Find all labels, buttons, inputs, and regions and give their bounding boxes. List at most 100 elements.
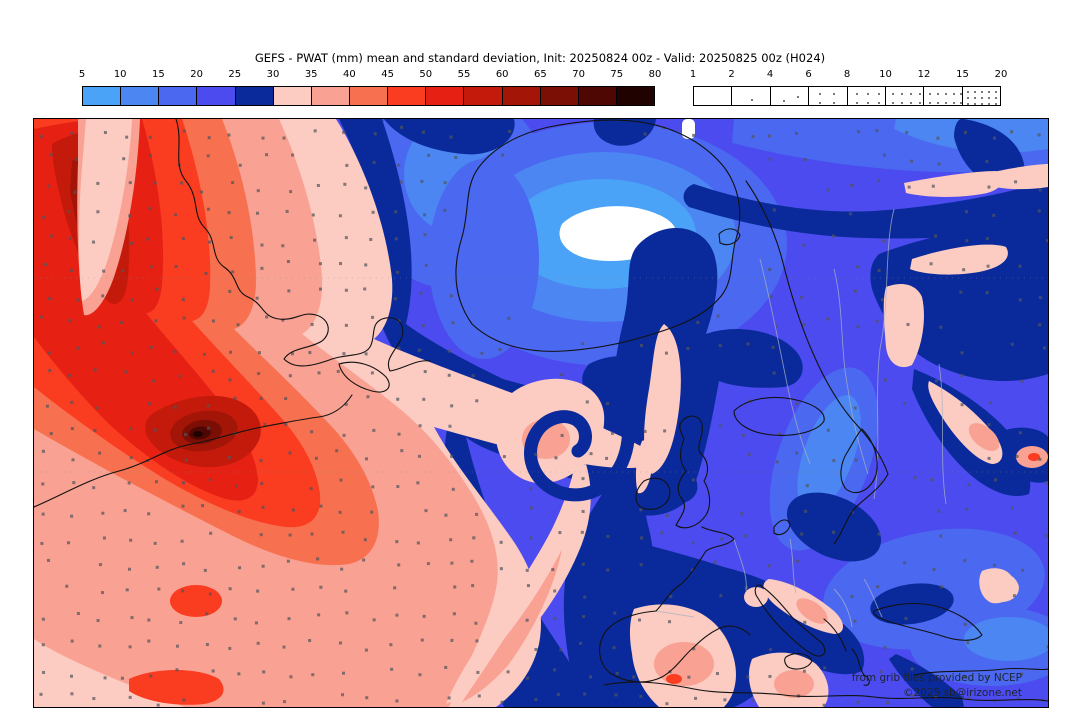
stipple-dots — [39, 125, 1048, 707]
coast-balkan — [823, 618, 870, 686]
colorbar-tick: 35 — [304, 69, 318, 80]
coast-africa — [603, 681, 1048, 702]
colorbar-cell — [464, 87, 503, 105]
pink-faroe-streak — [644, 324, 681, 474]
stipple-tick: 12 — [917, 69, 931, 80]
spiral-navy-curl — [524, 364, 635, 502]
colorbar-cell — [578, 87, 617, 105]
coast-denmark — [773, 519, 791, 536]
coast-nova-scotia — [338, 361, 390, 393]
colorbar-tick: 65 — [534, 69, 547, 80]
colorbar-cell — [121, 87, 160, 105]
pink-urals-1 — [910, 244, 1008, 275]
colorbar-tick: 70 — [572, 69, 585, 80]
attribution-line1: from grib files provided by NCEP — [851, 672, 1022, 684]
map-area: from grib files provided by NCEP ©2025 s… — [33, 118, 1049, 708]
coast-black-sea — [872, 603, 983, 641]
stipple-tick: 10 — [879, 69, 892, 80]
stipple-cell — [809, 87, 848, 105]
spiral-tail — [446, 464, 591, 704]
colorbar-tick: 10 — [113, 69, 127, 80]
attribution: from grib files provided by NCEP ©2025 s… — [852, 671, 1022, 701]
coastlines — [34, 119, 1048, 702]
coast-svalbard — [718, 228, 741, 246]
stipple-cell — [732, 87, 771, 105]
coast-labrador — [175, 119, 431, 372]
coast-iceland — [733, 396, 825, 436]
colorbar-tick: 60 — [495, 69, 509, 80]
coast-great-britain — [675, 415, 711, 529]
pink-kola-1 — [904, 171, 1003, 197]
red-region — [34, 119, 654, 707]
stipple-tick: 4 — [766, 69, 774, 80]
coast-turkey — [913, 667, 1048, 676]
stipple-cell — [694, 87, 733, 105]
navy-top-patches — [384, 119, 515, 155]
graticule — [34, 277, 1048, 473]
colorbar-cell — [83, 87, 122, 105]
colorbar-tick: 50 — [419, 69, 433, 80]
pink-scotland-sliver — [635, 440, 653, 494]
cyclone-spiral — [446, 364, 635, 704]
stipple-cell — [886, 87, 925, 105]
pink-corsica — [744, 587, 768, 607]
coast-greenland — [455, 119, 741, 352]
colorbar-tick: 15 — [152, 69, 165, 80]
pink-urals-2 — [883, 284, 924, 368]
colorbar-cell — [311, 87, 350, 105]
colorbar-tick: 5 — [78, 69, 86, 80]
colorbar-tick: 30 — [266, 69, 280, 80]
stipple-tick: 20 — [994, 69, 1008, 80]
colorbar-tick: 75 — [610, 69, 624, 80]
colorbar-cell — [426, 87, 465, 105]
pink-anatolia-east — [979, 568, 1015, 604]
colorbar-cell — [197, 87, 236, 105]
red-blob-south — [170, 585, 222, 617]
colorbar-cell — [273, 87, 312, 105]
colorbar-tick: 20 — [190, 69, 203, 80]
colorbar-tick: 25 — [228, 69, 242, 80]
chart-title: GEFS - PWAT (mm) mean and standard devia… — [254, 51, 826, 65]
navy-scandinavia-band — [683, 181, 1048, 239]
coast-us-east — [34, 394, 353, 508]
stipple-cell — [963, 87, 1000, 105]
stddev-stipple-bar — [693, 86, 1001, 106]
stipple-tick: 1 — [689, 69, 697, 80]
pwat-colorbar — [82, 86, 655, 106]
colorbar-cell — [159, 87, 198, 105]
attribution-line2: ©2025 sb@irizone.net — [903, 687, 1022, 699]
colorbar-tick: 55 — [457, 69, 471, 80]
colorbar-cell — [388, 87, 427, 105]
stipple-cell — [848, 87, 886, 105]
navy-mediterranean — [586, 534, 865, 707]
coast-iberia — [599, 610, 751, 683]
country-borders — [655, 208, 947, 628]
mediterranean-pink-cells — [629, 568, 1015, 707]
stipple-tick: 2 — [728, 69, 735, 80]
colorbar-cell — [540, 87, 579, 105]
coast-ireland — [635, 477, 671, 510]
colorbar-tick-labels: 5 10 15 20 25 30 35 40 45 50 55 60 65 70 75 80 — [78, 69, 662, 82]
colorbar-cell — [349, 87, 389, 105]
coast-italy — [754, 584, 826, 657]
navy-baltic — [786, 492, 882, 562]
stipple-tick: 15 — [956, 69, 969, 80]
coast-sicily — [784, 652, 813, 670]
stipple-tick: 6 — [805, 69, 812, 80]
colorbar-tick: 80 — [648, 69, 662, 80]
stipple-bar-tick-labels: 1 2 4 6 8 10 12 15 20 — [689, 69, 1008, 82]
stipple-tick: 8 — [843, 69, 851, 80]
colorbar-tick: 40 — [343, 69, 356, 80]
colorbar-cell — [502, 87, 541, 105]
stipple-cell — [771, 87, 810, 105]
colorbar-tick: 45 — [381, 69, 394, 80]
colorbar-cell — [616, 87, 655, 105]
pink-bands — [635, 164, 1048, 603]
coast-norway — [745, 180, 889, 545]
stipple-cell — [924, 87, 963, 105]
pink-kola-2 — [984, 164, 1048, 190]
coast-channel-france — [655, 526, 735, 612]
weather-map-svg — [34, 119, 1048, 707]
coast-bothnia — [840, 428, 878, 493]
